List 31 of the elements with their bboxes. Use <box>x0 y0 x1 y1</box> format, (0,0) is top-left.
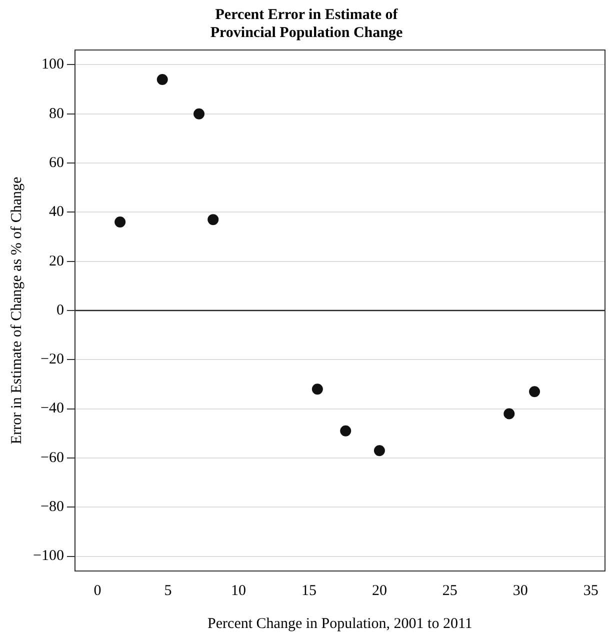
y-axis-title: Error in Estimate of Change as % of Change <box>8 176 25 444</box>
point <box>114 216 126 228</box>
y-tick-label: −80 <box>40 499 64 516</box>
x-tick-label: 10 <box>230 582 246 599</box>
y-tick-label: −20 <box>40 352 64 368</box>
x-tick-label: 15 <box>301 582 316 599</box>
point <box>312 384 323 395</box>
x-tick-label: 5 <box>164 582 172 599</box>
point <box>156 74 168 85</box>
chart-title: Percent Error in Estimate of Provincial Population Change <box>210 6 403 41</box>
x-tick-label: 25 <box>442 582 458 599</box>
point <box>340 425 352 436</box>
y-tick-label: −60 <box>40 450 64 466</box>
x-tick-label: 20 <box>372 582 387 599</box>
x-axis-title: Percent Change in Population, 2001 to 2011 <box>208 616 472 632</box>
point <box>529 386 540 398</box>
point <box>374 445 385 456</box>
y-tick-label: 40 <box>48 204 64 220</box>
y-tick-label: −40 <box>40 400 64 417</box>
point <box>208 214 219 226</box>
x-tick-label: 30 <box>512 582 528 599</box>
y-tick-label: −100 <box>32 548 64 564</box>
y-tick-label: 100 <box>41 56 64 73</box>
y-tick-label: 0 <box>56 302 64 318</box>
point <box>504 408 515 420</box>
point <box>194 108 205 120</box>
y-tick-label: 20 <box>48 253 64 270</box>
x-tick-label: 35 <box>583 582 598 599</box>
x-tick-label: 0 <box>94 582 102 599</box>
y-tick-label: 80 <box>48 106 64 122</box>
y-tick-label: 60 <box>48 154 64 171</box>
